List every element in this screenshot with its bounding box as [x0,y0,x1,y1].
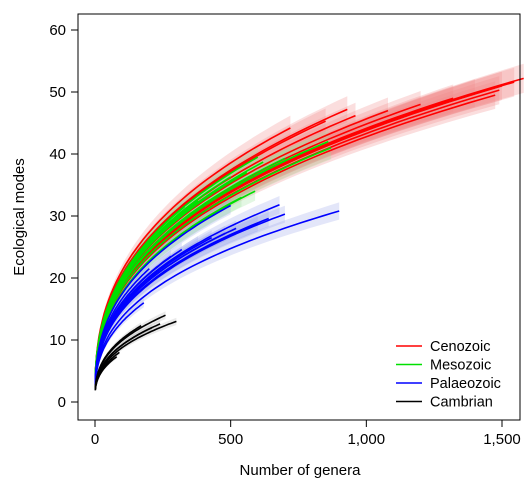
cambrian-curve-4 [94,325,142,389]
x-tick-label: 0 [91,431,99,448]
mesozoic-curve-1 [94,147,332,380]
y-tick-label: 0 [58,394,66,411]
y-tick-label: 40 [49,146,66,163]
rarefaction-curves [94,77,524,391]
x-axis-title: Number of genera [240,462,362,479]
x-axis: 0 500 1,000 1,500 [91,420,521,448]
palaeozoic-band-10 [95,242,182,383]
legend-label-cenozoic: Cenozoic [430,339,490,355]
legend: Cenozoic Mesozoic Palaeozoic Cambrian [396,339,501,411]
y-tick-label: 10 [49,332,66,349]
cenozoic-band-11 [95,108,326,378]
legend-label-cambrian: Cambrian [430,395,493,411]
y-tick-label: 50 [49,84,66,101]
y-axis: 0 10 20 30 40 50 60 [49,22,78,411]
cambrian-curve-6 [94,356,118,391]
legend-label-palaeozoic: Palaeozoic [430,376,501,392]
palaeozoic-band-0 [95,202,340,385]
palaeozoic-curve-6 [94,204,232,381]
x-tick-label: 1,500 [483,431,521,448]
y-tick-label: 20 [49,270,66,287]
y-tick-label: 30 [49,208,66,225]
mesozoic-curve-13 [94,206,186,378]
y-tick-label: 60 [49,22,66,39]
legend-label-mesozoic: Mesozoic [430,358,491,374]
x-tick-label: 500 [218,431,243,448]
palaeozoic-curve-12 [94,268,150,382]
plot-frame [77,13,521,421]
palaeozoic-curve-13 [94,302,145,386]
y-axis-title: Ecological modes [11,158,28,276]
cenozoic-curve-12 [94,127,291,377]
cenozoic-band-12 [95,115,291,378]
x-tick-label: 1,000 [348,431,386,448]
palaeozoic-curve-0 [94,210,340,385]
